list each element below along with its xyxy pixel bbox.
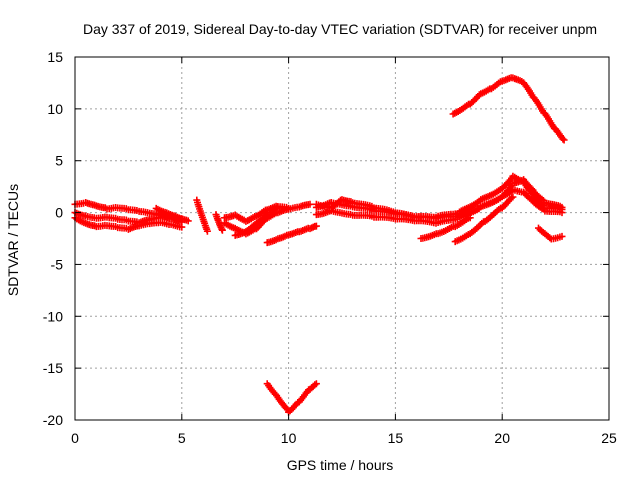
data-point xyxy=(560,136,568,144)
series-track-n xyxy=(312,172,566,222)
x-tick-label: 5 xyxy=(178,430,186,446)
chart-title: Day 337 of 2019, Sidereal Day-to-day VTE… xyxy=(83,21,597,37)
data-point xyxy=(528,189,536,197)
series-track-p xyxy=(451,193,517,246)
series-track-q xyxy=(535,224,566,243)
data-point xyxy=(306,200,314,208)
x-tick-label: 25 xyxy=(601,430,617,446)
y-tick-label: -20 xyxy=(43,412,63,428)
y-tick-label: 10 xyxy=(47,101,63,117)
grid-lines xyxy=(75,57,609,420)
y-tick-label: 5 xyxy=(55,153,63,169)
series-track-j xyxy=(263,222,320,247)
series-track-k xyxy=(263,380,320,416)
data-point xyxy=(184,217,192,225)
data-point xyxy=(285,204,293,212)
data-point xyxy=(509,193,517,201)
x-tick-label: 15 xyxy=(388,430,404,446)
y-axis-label: SDTVAR / TECUs xyxy=(5,184,21,296)
data-series xyxy=(71,74,568,416)
data-point xyxy=(507,194,515,202)
y-tick-labels: -20 -15 -10 -5 0 5 10 15 xyxy=(43,49,63,428)
series-track-r xyxy=(449,74,568,144)
data-point xyxy=(466,214,474,222)
data-point xyxy=(178,223,186,231)
x-tick-label: 20 xyxy=(494,430,510,446)
data-point xyxy=(312,222,320,230)
data-point xyxy=(312,380,320,388)
x-axis-label: GPS time / hours xyxy=(287,457,394,473)
plot-frame xyxy=(74,56,610,421)
data-point xyxy=(559,135,567,143)
tick-marks xyxy=(74,56,610,421)
data-point xyxy=(558,232,566,240)
y-tick-label: -15 xyxy=(43,360,63,376)
y-tick-label: 0 xyxy=(55,205,63,221)
series-track-o xyxy=(417,214,474,242)
y-tick-label: -5 xyxy=(51,256,64,272)
data-point xyxy=(274,203,282,211)
data-point xyxy=(282,404,290,412)
series-track-d xyxy=(152,204,192,225)
x-tick-label: 0 xyxy=(71,430,79,446)
x-tick-labels: 0 5 10 15 20 25 xyxy=(71,430,617,446)
data-point xyxy=(218,226,226,234)
data-point xyxy=(203,227,211,235)
y-tick-label: -10 xyxy=(43,308,63,324)
x-tick-label: 10 xyxy=(281,430,297,446)
y-tick-label: 15 xyxy=(47,49,63,65)
series-track-i xyxy=(231,203,282,239)
series-track-f xyxy=(212,211,226,234)
data-point xyxy=(558,206,566,213)
series-track-e xyxy=(193,196,211,235)
data-point xyxy=(538,200,546,208)
